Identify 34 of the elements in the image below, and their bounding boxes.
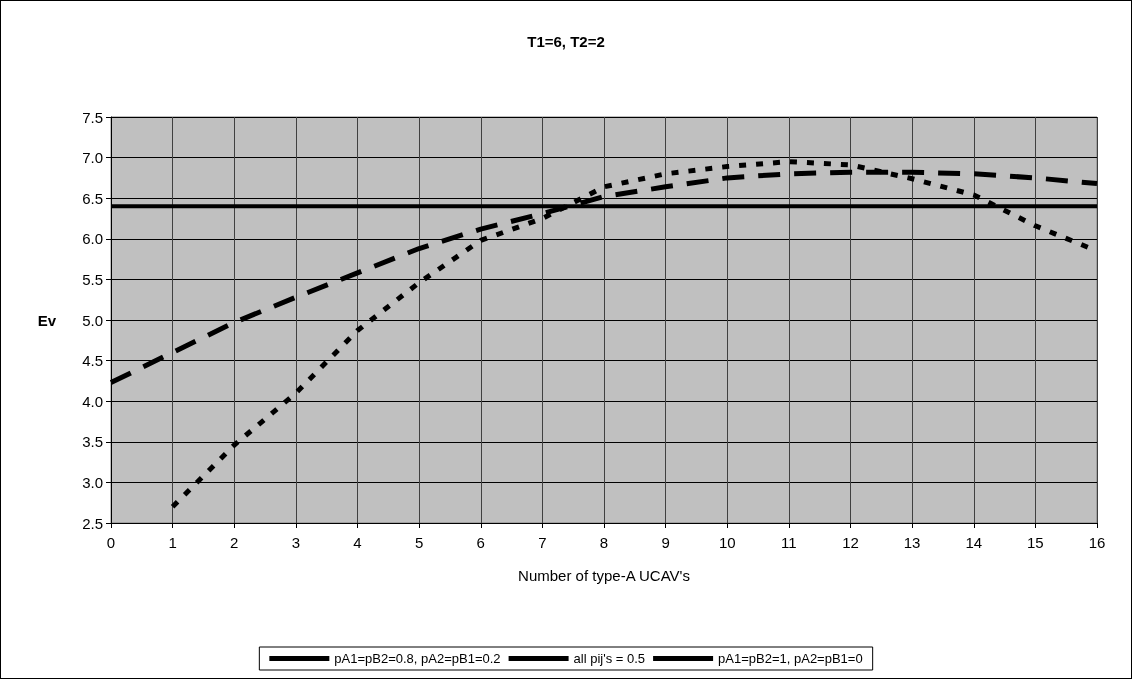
x-tick-label: 6	[476, 534, 485, 551]
x-axis-title: Number of type-A UCAV's	[518, 567, 690, 584]
y-tick-label: 6.5	[82, 189, 103, 207]
y-tick-label: 4.0	[82, 392, 103, 410]
x-tick-label: 7	[538, 534, 547, 551]
y-tick-label: 4.5	[82, 352, 103, 370]
y-tick-label: 5.5	[82, 270, 103, 288]
y-tick-label: 3.0	[82, 473, 103, 491]
x-tick-label: 5	[414, 534, 424, 551]
y-tick-label: 7.0	[82, 149, 103, 167]
y-tick-label: 3.5	[82, 433, 103, 451]
x-tick-label: 0	[106, 534, 116, 551]
x-tick-label: 8	[599, 534, 609, 551]
x-tick-label: 3	[291, 534, 301, 551]
x-tick-label: 4	[353, 534, 362, 551]
legend-label: pA1=pB2=0.8, pA2=pB1=0.2	[334, 651, 501, 666]
y-tick-label: 2.5	[82, 514, 103, 532]
x-tick-label: 16	[1088, 534, 1106, 551]
legend-label: all pij's = 0.5	[573, 651, 646, 666]
y-axis-title: Ev	[37, 311, 57, 329]
chart-title: T1=6, T2=2	[527, 33, 605, 50]
x-tick-label: 12	[842, 534, 859, 551]
x-tick-label: 14	[965, 534, 983, 551]
x-tick-label: 9	[661, 534, 670, 551]
x-tick-label: 15	[1027, 534, 1044, 551]
x-tick-label: 2	[230, 534, 239, 551]
legend-label: pA1=pB2=1, pA2=pB1=0	[718, 651, 863, 666]
y-tick-label: 7.5	[82, 108, 103, 126]
x-tick-label: 13	[903, 534, 921, 551]
x-tick-label: 1	[168, 534, 177, 551]
y-tick-label: 6.0	[82, 230, 103, 248]
x-tick-label: 11	[781, 534, 797, 551]
x-tick-label: 10	[718, 534, 736, 551]
y-tick-label: 5.0	[82, 311, 103, 329]
